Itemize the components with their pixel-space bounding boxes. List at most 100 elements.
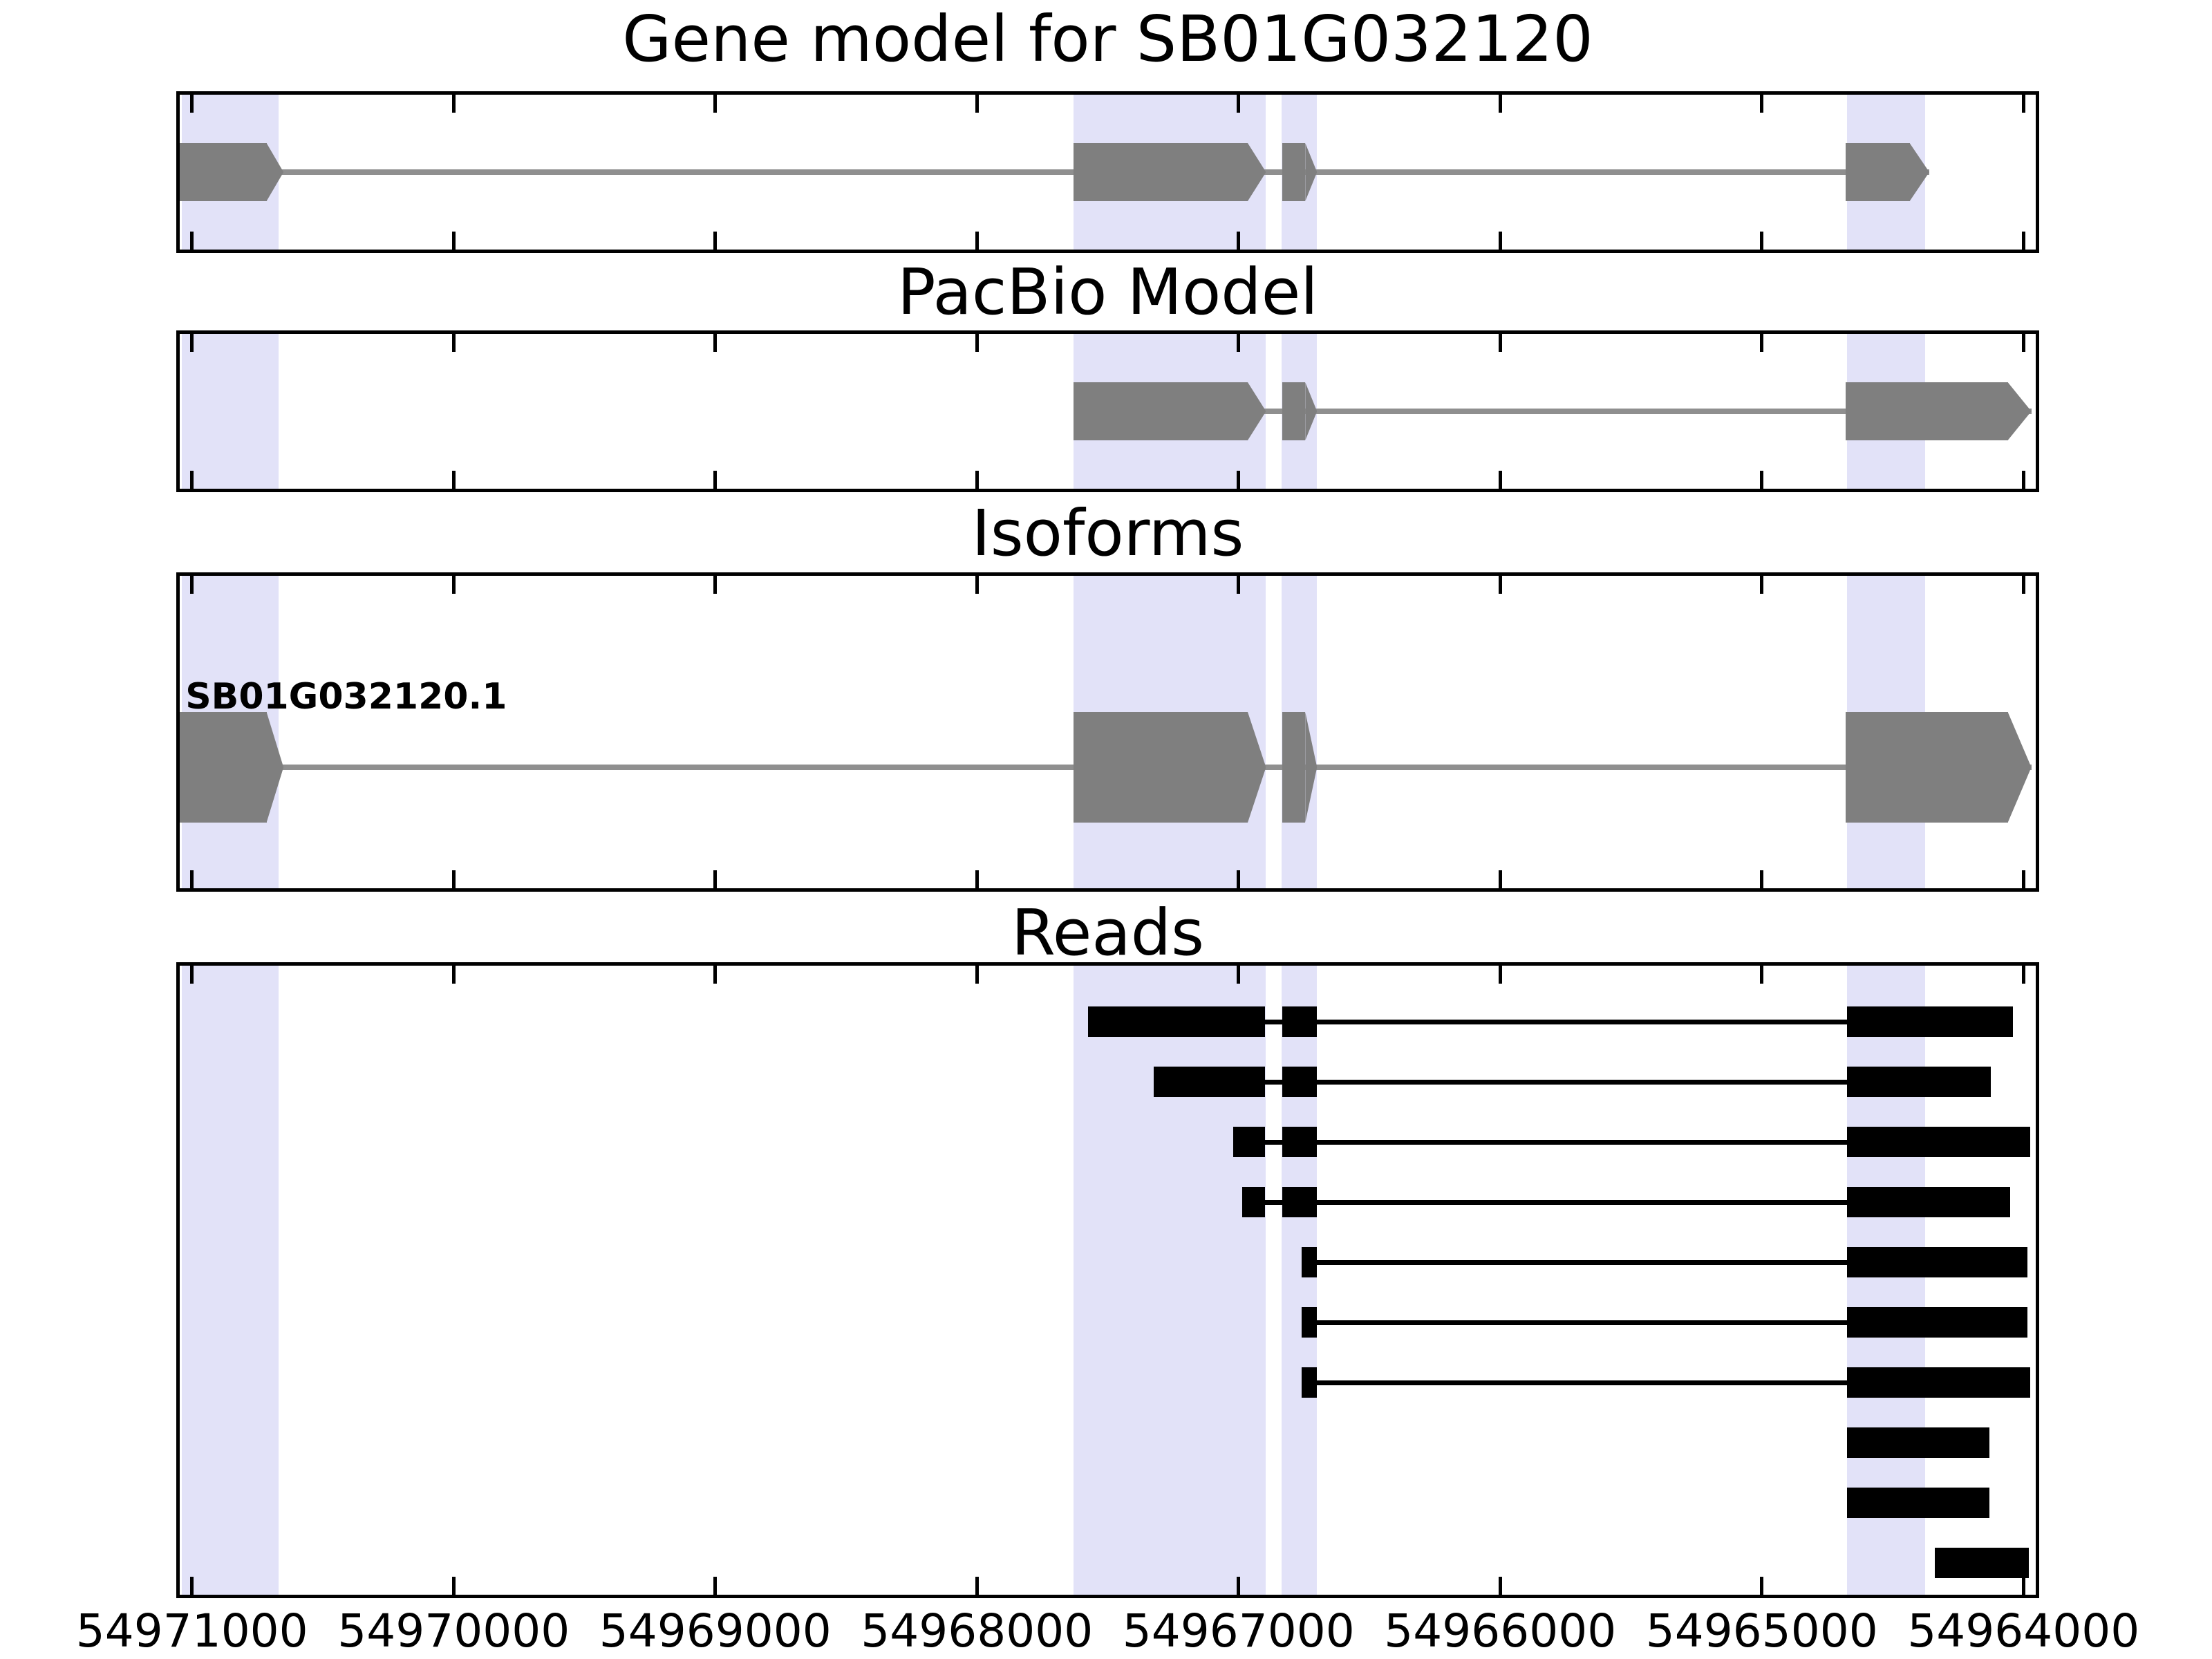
x-tick-label: 54966000 <box>1384 1604 1617 1658</box>
axis-tick <box>1498 95 1502 113</box>
axis-tick <box>190 95 194 113</box>
read-exon-box <box>1301 1247 1318 1277</box>
panel-border <box>176 330 2039 492</box>
axis-tick <box>1498 576 1502 594</box>
axis-tick <box>1760 471 1764 489</box>
axis-tick <box>1760 870 1764 888</box>
axis-tick <box>1760 95 1764 113</box>
exon-box <box>1074 143 1248 201</box>
highlight-band <box>181 962 279 1598</box>
axis-tick <box>975 232 979 250</box>
axis-tick <box>713 232 718 250</box>
axis-tick <box>975 870 979 888</box>
x-tick-label: 54967000 <box>1122 1604 1355 1658</box>
axis-tick <box>190 232 194 250</box>
axis-tick <box>975 95 979 113</box>
axis-tick <box>975 576 979 594</box>
read-exon-box <box>1846 1307 2027 1338</box>
axis-tick <box>451 576 456 594</box>
panel-title-gene-model: Gene model for SB01G032120 <box>622 2 1593 76</box>
axis-tick <box>190 334 194 352</box>
axis-tick <box>713 576 718 594</box>
axis-tick <box>975 471 979 489</box>
axis-tick <box>713 334 718 352</box>
read-exon-box <box>1846 1247 2027 1277</box>
read-intron-line <box>1301 1380 2030 1385</box>
read-exon-box <box>1846 1488 1990 1518</box>
axis-tick <box>1760 334 1764 352</box>
read-exon-box <box>1241 1187 1265 1217</box>
axis-tick <box>190 576 194 594</box>
panel-border <box>176 91 2039 253</box>
intron-line <box>178 169 1930 175</box>
axis-tick <box>2021 471 2025 489</box>
axis-tick <box>1237 471 1241 489</box>
exon-box <box>1282 712 1306 823</box>
read-intron-line <box>1153 1079 1991 1085</box>
exon-box <box>1282 143 1306 201</box>
axis-tick <box>1760 966 1764 984</box>
read-intron-line <box>1088 1019 2014 1024</box>
read-exon-box <box>1846 1127 2030 1157</box>
read-exon-box <box>1153 1067 1265 1097</box>
x-tick-label: 54970000 <box>337 1604 570 1658</box>
axis-tick <box>713 95 718 113</box>
exon-box <box>1845 712 2008 823</box>
axis-tick <box>1760 232 1764 250</box>
axis-tick <box>975 966 979 984</box>
intron-line <box>1074 409 2032 414</box>
read-exon-box <box>1301 1307 1318 1338</box>
axis-tick <box>713 1577 718 1595</box>
isoform-label: SB01G032120.1 <box>185 676 507 718</box>
exon-box <box>178 712 267 823</box>
read-exon-box <box>1088 1006 1265 1037</box>
axis-tick <box>2021 232 2025 250</box>
x-tick-label: 54964000 <box>1907 1604 2140 1658</box>
axis-tick <box>451 1577 456 1595</box>
axis-tick <box>2021 334 2025 352</box>
panel-border <box>176 962 2039 1598</box>
x-tick-label: 54965000 <box>1645 1604 1878 1658</box>
axis-tick <box>451 95 456 113</box>
axis-tick <box>2021 870 2025 888</box>
read-exon-box <box>1846 1367 2030 1398</box>
axis-tick <box>1760 576 1764 594</box>
axis-tick <box>1237 1577 1241 1595</box>
x-tick-label: 54968000 <box>861 1604 1094 1658</box>
axis-tick <box>1498 334 1502 352</box>
read-exon-box <box>1934 1548 2029 1578</box>
read-exon-box <box>1233 1127 1265 1157</box>
axis-tick <box>1237 95 1241 113</box>
read-exon-box <box>1282 1187 1318 1217</box>
axis-tick <box>1237 232 1241 250</box>
x-tick-label: 54971000 <box>75 1604 308 1658</box>
read-exon-box <box>1301 1367 1318 1398</box>
axis-tick <box>190 471 194 489</box>
axis-tick <box>190 966 194 984</box>
panel-title-reads: Reads <box>1011 896 1205 970</box>
axis-tick <box>1498 1577 1502 1595</box>
axis-tick <box>1237 870 1241 888</box>
axis-tick <box>975 1577 979 1595</box>
panel-border <box>176 572 2039 892</box>
read-exon-box <box>1282 1006 1318 1037</box>
axis-tick <box>1498 471 1502 489</box>
axis-tick <box>1237 966 1241 984</box>
axis-tick <box>1237 334 1241 352</box>
exon-box <box>1845 382 2008 440</box>
axis-tick <box>2021 1577 2025 1595</box>
exon-box <box>178 143 267 201</box>
axis-tick <box>451 334 456 352</box>
axis-tick <box>1237 576 1241 594</box>
x-tick-label: 54969000 <box>599 1604 832 1658</box>
read-intron-line <box>1301 1259 2027 1265</box>
axis-tick <box>713 870 718 888</box>
axis-tick <box>190 1577 194 1595</box>
axis-tick <box>713 966 718 984</box>
axis-tick <box>451 471 456 489</box>
axis-tick <box>190 870 194 888</box>
axis-tick <box>2021 576 2025 594</box>
axis-tick <box>975 334 979 352</box>
exon-box <box>1074 712 1248 823</box>
axis-tick <box>713 471 718 489</box>
